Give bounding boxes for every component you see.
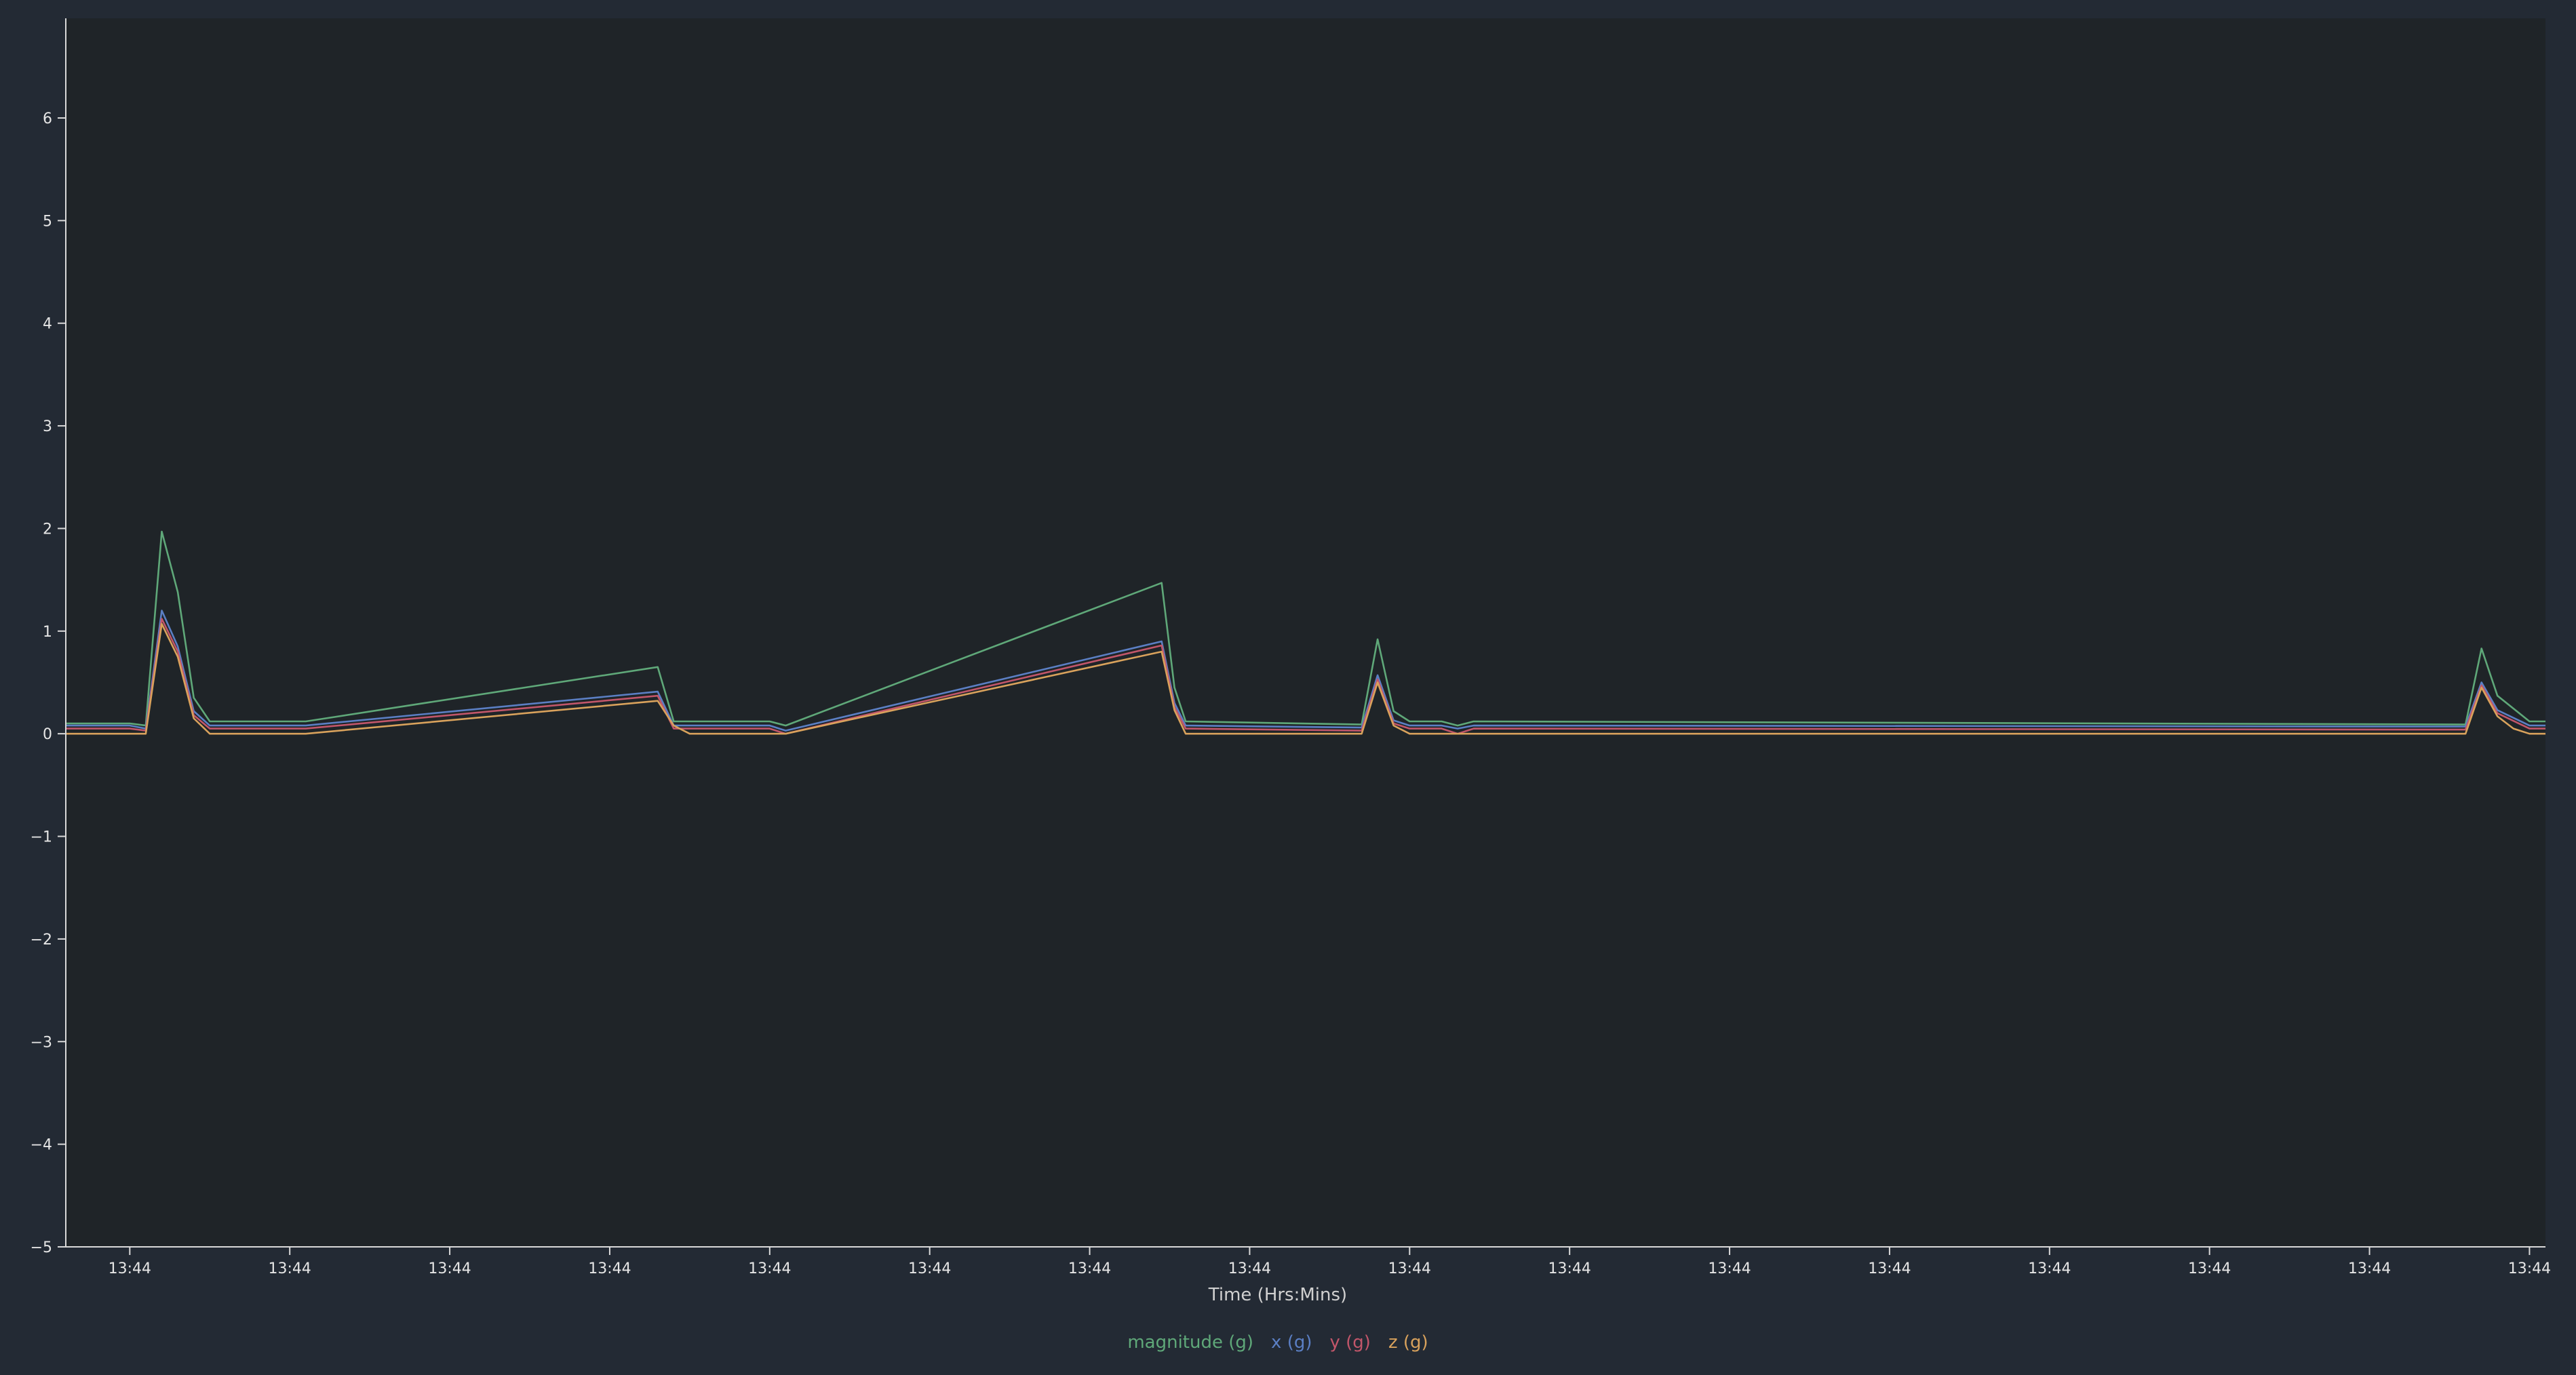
series-line-3 <box>66 622 2545 735</box>
x-tick-label-0: 13:44 <box>109 1260 151 1277</box>
x-tick-label-14: 13:44 <box>2348 1260 2391 1277</box>
x-tick-label-8: 13:44 <box>1388 1260 1431 1277</box>
x-tick-label-2: 13:44 <box>428 1260 471 1277</box>
x-tick-label-11: 13:44 <box>1868 1260 1911 1277</box>
x-tick-label-5: 13:44 <box>908 1260 951 1277</box>
y-tick-label-0: −5 <box>31 1239 52 1256</box>
legend-item-1: x (g) <box>1253 1332 1312 1353</box>
x-tick-label-9: 13:44 <box>1548 1260 1591 1277</box>
x-tick-label-4: 13:44 <box>748 1260 791 1277</box>
x-tick-label-12: 13:44 <box>2028 1260 2071 1277</box>
legend-item-2: y (g) <box>1312 1332 1371 1353</box>
series-line-0 <box>66 530 2545 727</box>
x-tick-label-6: 13:44 <box>1068 1260 1111 1277</box>
y-tick-label-7: 2 <box>43 521 52 538</box>
series-layer <box>66 530 2545 735</box>
axis-layer: −5 −4 −3 −2 −1 0 1 2 3 4 5 6 13:44 13:44 13:44 13:44 13:… <box>31 18 2551 1277</box>
y-tick-label-2: −3 <box>31 1034 52 1051</box>
y-tick-label-4: −1 <box>31 829 52 846</box>
y-tick-label-1: −4 <box>31 1137 52 1154</box>
x-tick-label-13: 13:44 <box>2188 1260 2231 1277</box>
legend-item-3: z (g) <box>1371 1332 1428 1353</box>
legend: magnitude (g) x (g) y (g) z (g) <box>1127 1332 1428 1353</box>
y-tick-label-8: 3 <box>43 418 52 435</box>
x-axis-label: Time (Hrs:Mins) <box>1208 1285 1347 1305</box>
y-tick-label-5: 0 <box>43 726 52 743</box>
y-tick-label-10: 5 <box>43 213 52 230</box>
plot-area <box>66 18 2545 1247</box>
x-tick-label-3: 13:44 <box>588 1260 631 1277</box>
x-tick-label-7: 13:44 <box>1228 1260 1271 1277</box>
x-tick-label-1: 13:44 <box>269 1260 311 1277</box>
x-tick-label-10: 13:44 <box>1708 1260 1751 1277</box>
y-tick-label-9: 4 <box>43 316 52 333</box>
x-tick-label-15: 13:44 <box>2508 1260 2551 1277</box>
y-tick-label-11: 6 <box>43 111 52 127</box>
y-tick-label-3: −2 <box>31 932 52 949</box>
y-tick-label-6: 1 <box>43 624 52 641</box>
legend-item-0: magnitude (g) <box>1127 1332 1253 1353</box>
